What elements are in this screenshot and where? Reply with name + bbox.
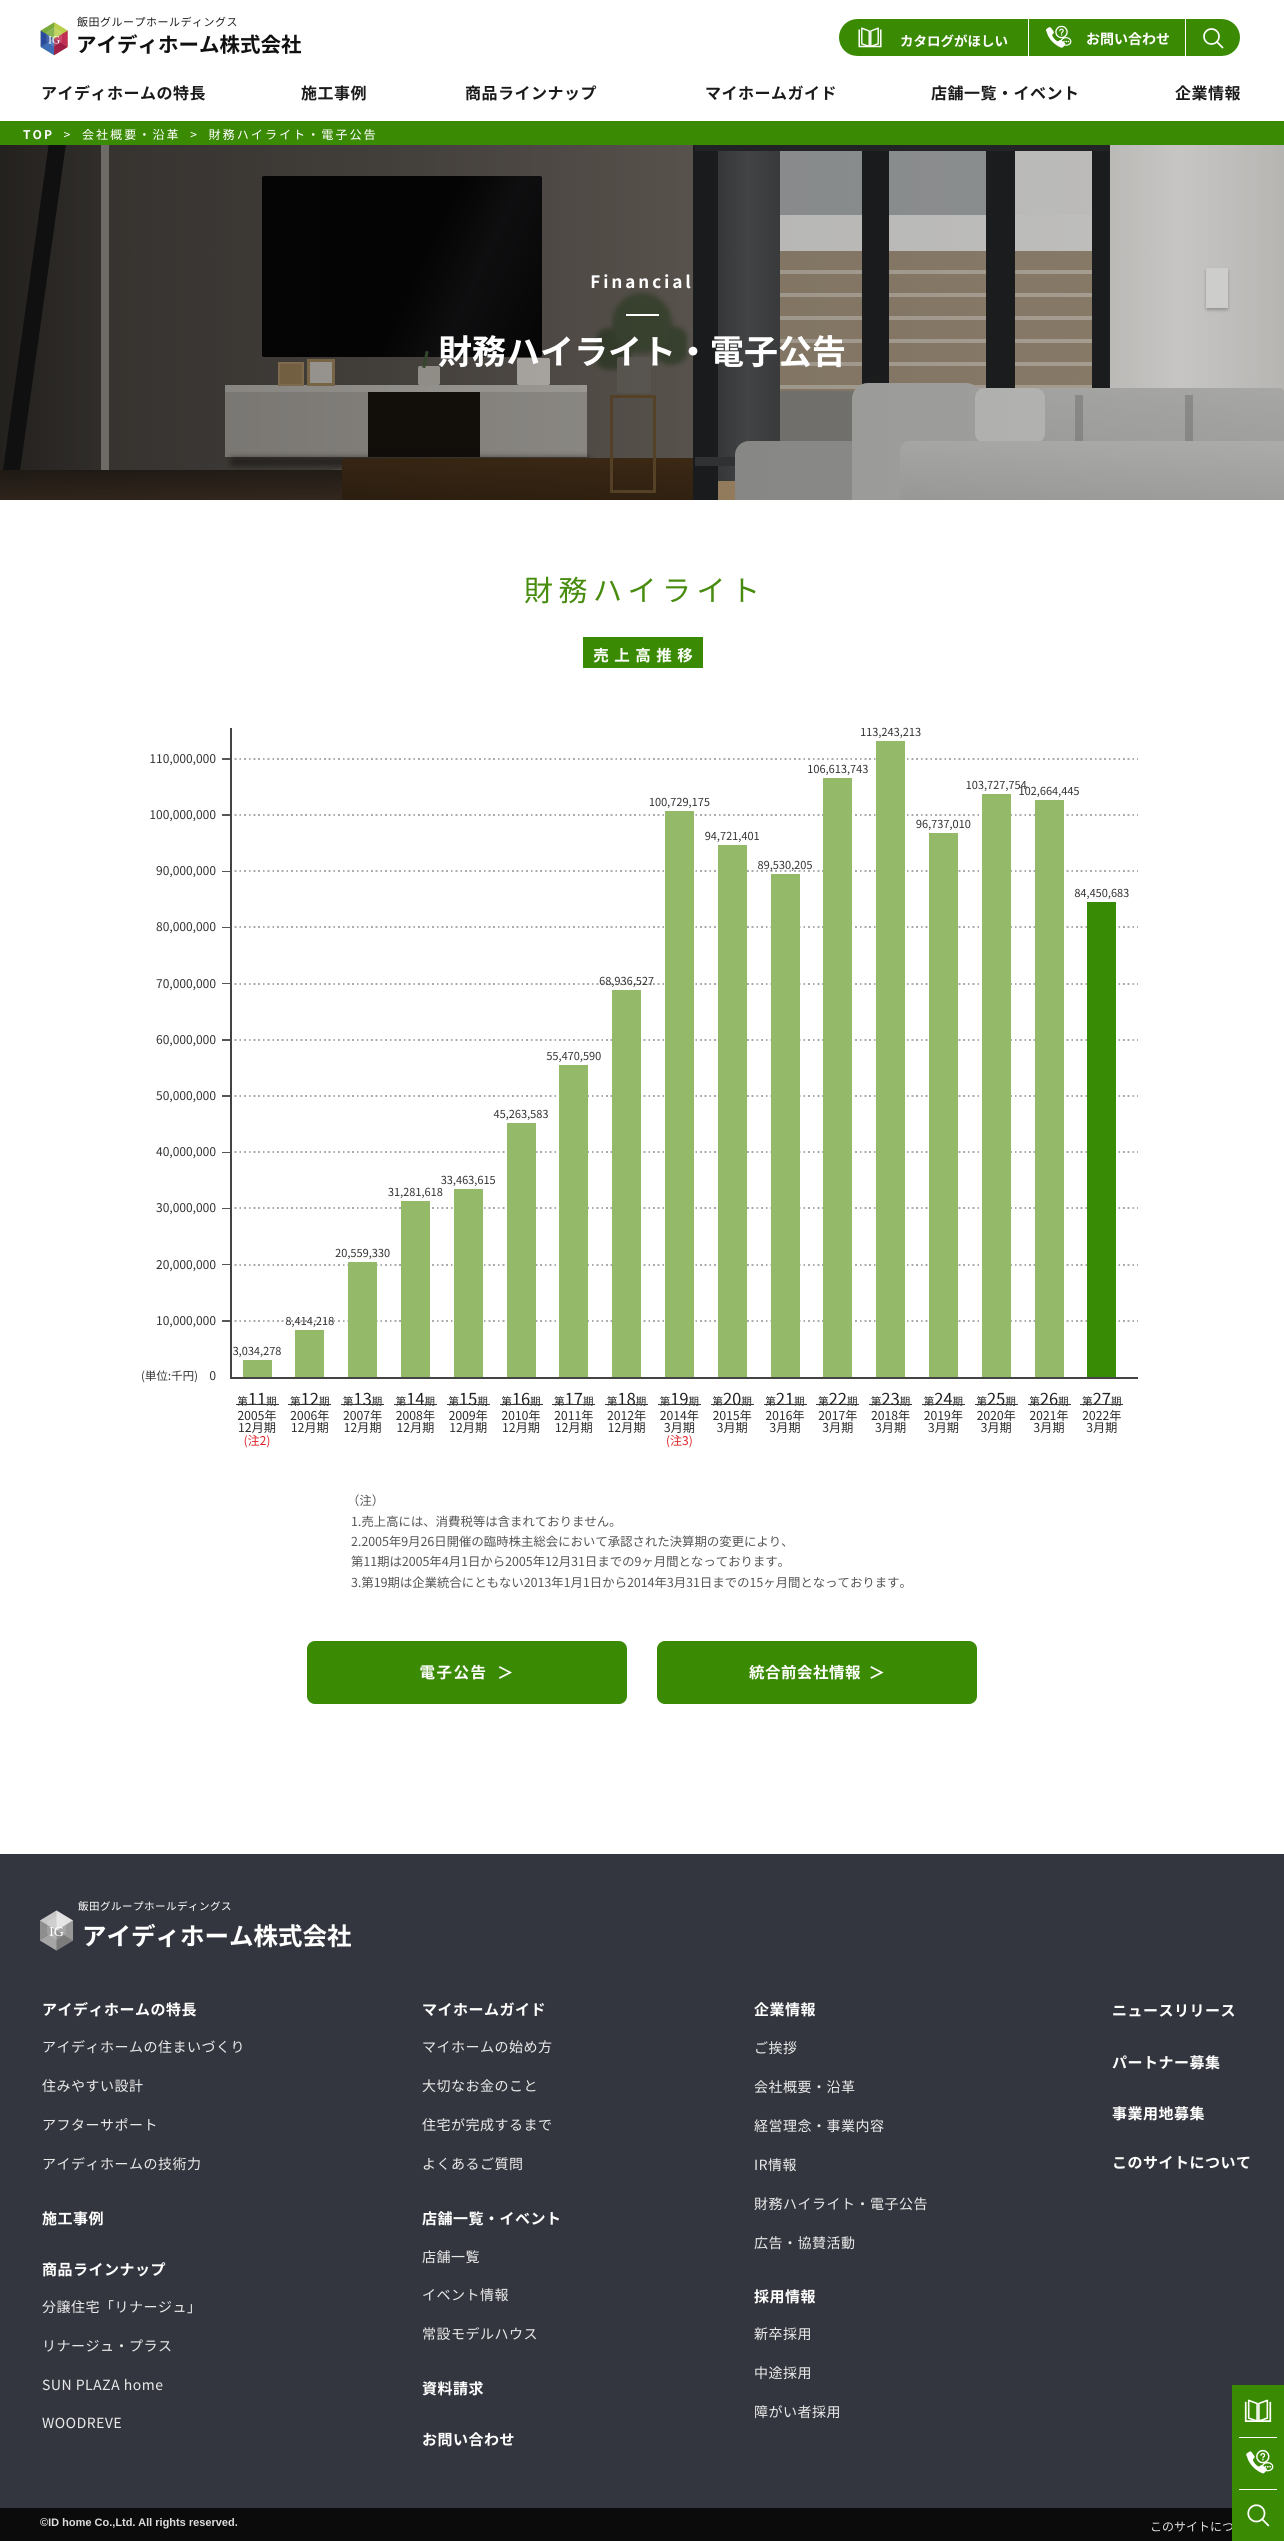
svg-text:IG: IG — [49, 1925, 64, 1940]
svg-text:IG: IG — [48, 34, 60, 46]
